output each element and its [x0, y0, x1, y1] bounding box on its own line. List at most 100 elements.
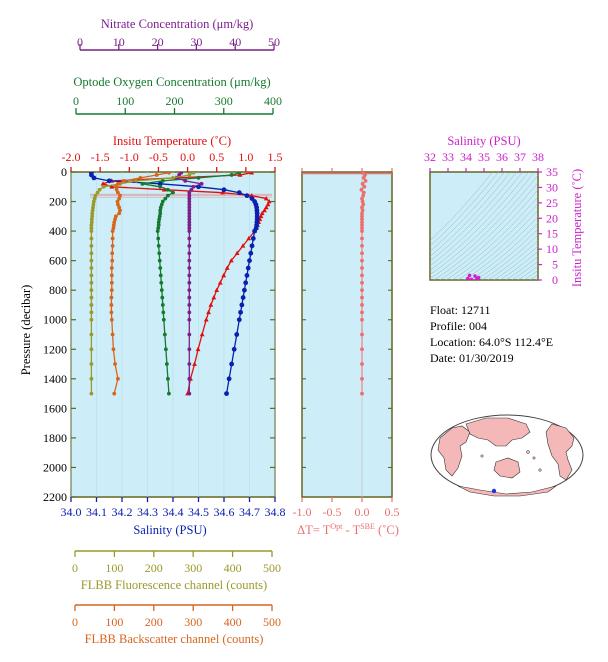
fluorescence-point — [89, 251, 94, 256]
ts-x-tick-label: 38 — [532, 150, 544, 164]
salinity-point — [224, 391, 229, 396]
main-profile-panel: -2.0 -1.5 -1.0 -0.5 0.0 0.5 1.0 1.5 34.0 34.1 34.… — [19, 150, 286, 537]
map-small-islands — [480, 450, 542, 472]
fluorescence-tick-label: 0 — [72, 561, 78, 575]
oxygen-point — [196, 176, 201, 180]
fluorescence-point — [89, 310, 94, 315]
salinity-point — [247, 258, 252, 264]
temperature-point — [228, 258, 234, 263]
delta-point — [360, 376, 364, 381]
oxygen-point — [158, 184, 163, 189]
delta-point — [360, 251, 364, 256]
delta-point — [360, 229, 364, 233]
backscatter-point — [109, 288, 114, 293]
ts-y-tick-label: 25 — [546, 196, 558, 210]
pressure-tick-label: 400 — [49, 224, 67, 238]
nitrate-point — [187, 193, 192, 198]
nitrate-point — [187, 223, 192, 228]
pressure-tick-label: 1400 — [43, 372, 67, 386]
ts-y-tick-label: 5 — [552, 258, 558, 272]
ts-contour — [430, 172, 535, 275]
salinity-point — [229, 361, 235, 367]
ts-y-tick-label: 15 — [546, 227, 558, 241]
backscatter-point — [109, 273, 114, 278]
salinity-axis-title: Salinity (PSU) — [133, 523, 206, 537]
fluorescence-point — [91, 199, 96, 204]
ts-x-tick-label: 37 — [514, 150, 526, 164]
temperature-tick-label: 0.5 — [209, 150, 224, 164]
delta-point — [360, 362, 364, 366]
backscatter-tick-label: 200 — [145, 615, 163, 629]
pressure-tick-label: 200 — [49, 195, 67, 209]
temperature-point — [246, 235, 252, 241]
ts-contour — [487, 240, 538, 280]
oxygen-point — [156, 236, 161, 241]
oxygen-axis-title: Optode Oxygen Concentration (μm/kg) — [73, 75, 270, 89]
salinity-point — [252, 228, 257, 234]
oxygen-point — [160, 178, 165, 183]
oxygen-tick-label: 200 — [166, 94, 184, 108]
temperature-tick-label: -0.5 — [149, 150, 168, 164]
nitrate-point — [183, 178, 188, 183]
delta-point — [360, 280, 364, 285]
salinity-tick-label: 34.8 — [265, 505, 286, 519]
fluorescence-point — [93, 193, 98, 198]
ts-y-tick-label: 0 — [552, 273, 558, 287]
ts-contour — [451, 203, 538, 280]
backscatter-point — [109, 266, 114, 270]
fluorescence-point — [89, 217, 94, 222]
nitrate-point — [187, 362, 192, 366]
oxygen-point — [163, 196, 168, 201]
pressure-tick-label: 1200 — [43, 342, 67, 356]
temperature-point — [265, 201, 271, 207]
temperature-point — [211, 294, 217, 300]
temperature-point — [217, 280, 223, 285]
nitrate-tick-label: 10 — [113, 35, 125, 49]
backscatter-series — [109, 172, 171, 396]
map-land-americas — [545, 423, 575, 481]
pressure-tick-label: 2000 — [43, 460, 67, 474]
oxygen-point — [159, 202, 164, 207]
fluorescence-point — [89, 258, 94, 263]
float-id: Float: 12711 — [430, 303, 491, 317]
oxygen-point — [158, 208, 163, 213]
backscatter-point — [113, 184, 118, 189]
delta-point — [360, 205, 364, 210]
delta-point — [360, 310, 364, 315]
ts-point — [473, 274, 477, 278]
backscatter-point — [113, 362, 117, 366]
nitrate-tick-label: 50 — [268, 35, 280, 49]
oxygen-point — [159, 288, 164, 293]
salinity-point — [243, 280, 249, 286]
oxygen-point — [158, 266, 163, 270]
oxygen-point — [162, 332, 167, 337]
fluorescence-point — [89, 376, 94, 381]
oxygen-point — [160, 303, 165, 307]
salinity-point — [91, 175, 97, 181]
pressure-tick-label: 1600 — [43, 401, 67, 415]
nitrate-point — [187, 347, 192, 352]
delta-point — [360, 258, 364, 263]
oxygen-point — [158, 211, 163, 216]
backscatter-point — [117, 205, 122, 210]
pressure-tick-label: 1000 — [43, 313, 67, 327]
fluorescence-point — [191, 172, 196, 175]
temperature-tick-label: -1.0 — [120, 150, 139, 164]
temperature-point — [208, 302, 214, 307]
nitrate-point — [199, 181, 204, 186]
backscatter-point — [117, 211, 122, 216]
oxygen-point — [166, 193, 170, 198]
ts-point — [469, 277, 474, 280]
oxygen-axis: Optode Oxygen Concentration (μm/kg) 0 100… — [73, 75, 282, 115]
ts-contour — [430, 172, 493, 241]
ts-contour — [430, 172, 523, 267]
oxygen-point — [167, 391, 171, 396]
backscatter-point — [110, 229, 115, 233]
delta-point — [360, 226, 364, 231]
ts-contour — [445, 196, 538, 280]
backscatter-point — [154, 173, 159, 177]
nitrate-point — [187, 391, 192, 396]
fluorescence-point — [91, 205, 95, 210]
nitrate-point — [187, 303, 192, 307]
